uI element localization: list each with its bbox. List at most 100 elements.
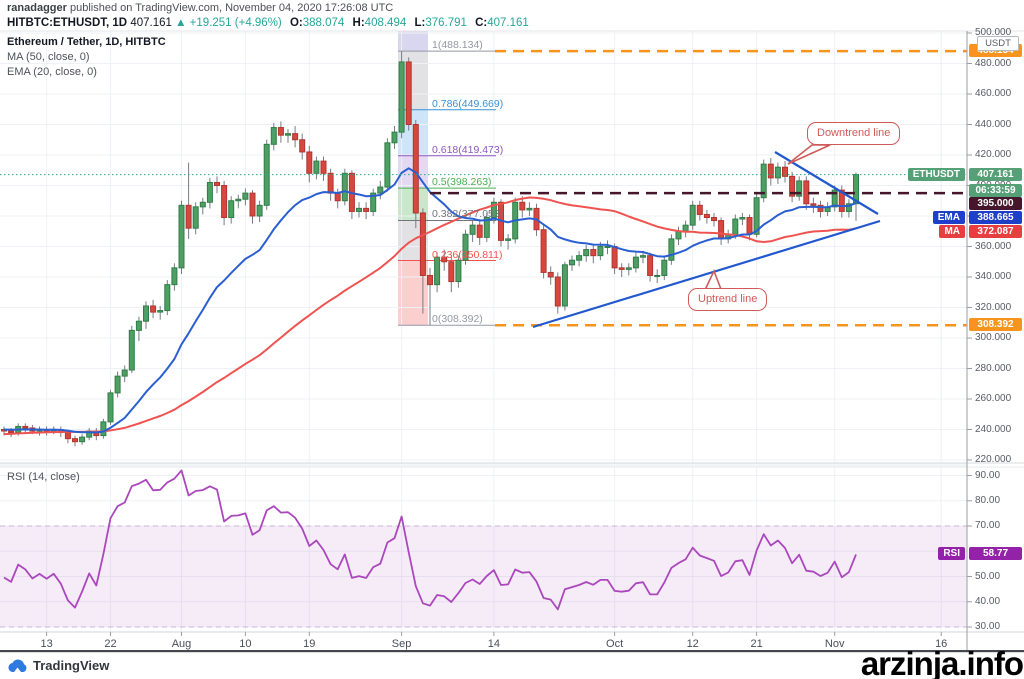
candle-body [774,166,781,179]
candle-body [256,204,263,217]
fib-zone [398,31,428,52]
rsi-line [3,469,857,611]
candle-body [789,175,796,197]
candle-body [299,139,306,153]
candle-body [206,181,213,203]
candle-body [782,166,788,177]
candle-body [384,142,391,188]
candle-body [8,430,15,434]
symbol-line: HITBTC:ETHUSDT, 1D 407.161 ▲ +19.251 (+4… [7,16,529,30]
candle-body [398,61,405,133]
candle-body [79,436,86,443]
candle-body [434,256,441,286]
chart-bottom-border [0,650,1024,653]
candle-body [178,204,185,269]
candle-body [427,274,433,286]
watermark: arzinja.info [860,645,1024,679]
candle-body [277,127,284,136]
candle-body [703,213,710,219]
candle-body [831,189,838,208]
candle-body [640,255,646,258]
candle-body [476,224,483,238]
legend-ma[interactable]: MA (50, close, 0) [7,51,90,63]
candle-body [696,204,703,215]
candle-body [618,267,625,270]
candle-body [370,192,377,212]
rsi-band [0,526,967,627]
candle-body [590,249,597,257]
candle-body [64,432,71,440]
candle-body [214,181,220,186]
candle-body [185,204,192,229]
candle-body [157,310,164,313]
candle-body [483,217,490,238]
candle-body [718,220,725,240]
pane-splitter [0,463,967,467]
candle-body [561,264,568,307]
trendline[interactable] [532,219,881,329]
candle-body [569,259,575,266]
candle-body [313,160,320,174]
chart-header: ranadagger published on TradingView.com,… [7,2,529,30]
candle-body [228,200,235,219]
candle-body [143,305,149,322]
candle-body [455,259,462,283]
candle-body [377,186,384,194]
candle-body [171,267,178,286]
candle-body [597,246,604,257]
symbol-interval: HITBTC:ETHUSDT, 1D [7,17,128,29]
candle-body [285,133,291,136]
candle-body [526,207,533,211]
open-label: O: [289,17,303,29]
rsi-legend[interactable]: RSI (14, close) [7,471,80,483]
candle-body [689,204,696,226]
candle-body [632,256,639,269]
candle-body [554,276,561,307]
legend-ema[interactable]: EMA (20, close, 0) [7,66,97,78]
candle-body [405,61,412,125]
close-label: C: [475,17,488,29]
price-unit-selector[interactable]: USDT [977,36,1019,51]
uptrend-callout[interactable]: Uptrend line [688,288,768,311]
legend-title[interactable]: Ethereum / Tether, 1D, HITBTC [7,36,166,48]
candle-body [547,271,554,278]
candle-body [732,218,739,235]
candle-body [192,206,199,229]
candle-body [292,133,299,141]
candle-body [135,320,142,331]
pane-legend: Ethereum / Tether, 1D, HITBTC MA (50, cl… [7,35,166,80]
downtrend-callout[interactable]: Downtrend line [807,122,901,145]
candle-body [341,172,348,202]
tradingview-cloud-icon [8,659,27,672]
candle-body [668,238,675,261]
candle-body [810,203,817,206]
attribution-text: published on TradingView.com, November 0… [66,2,394,14]
candle-body [682,224,689,232]
candle-body [540,229,547,273]
candle-body [675,230,682,240]
candle-body [327,172,334,194]
open-value: 388.074 [302,17,345,29]
candle-body [838,189,845,212]
candle-body [505,238,512,241]
candle-body [711,217,717,222]
candle-body [746,217,753,235]
candle-body [576,255,583,261]
candle-body [391,131,398,144]
downtrend-callout-text: Downtrend line [817,127,891,139]
sma-50-line [3,196,857,436]
downtrend-callout-tail [787,144,831,165]
candle-body [242,192,249,200]
candle-body [817,204,824,212]
candle-body [519,201,526,211]
candle-body [412,124,419,214]
candle-body [462,233,469,261]
candle-body [767,163,774,179]
candle-body [611,246,618,269]
tradingview-attribution[interactable]: TradingView [7,658,109,673]
close-value: 407.161 [487,17,529,29]
candle-body [760,163,767,199]
candle-body [235,198,242,202]
candle-body [469,224,476,235]
